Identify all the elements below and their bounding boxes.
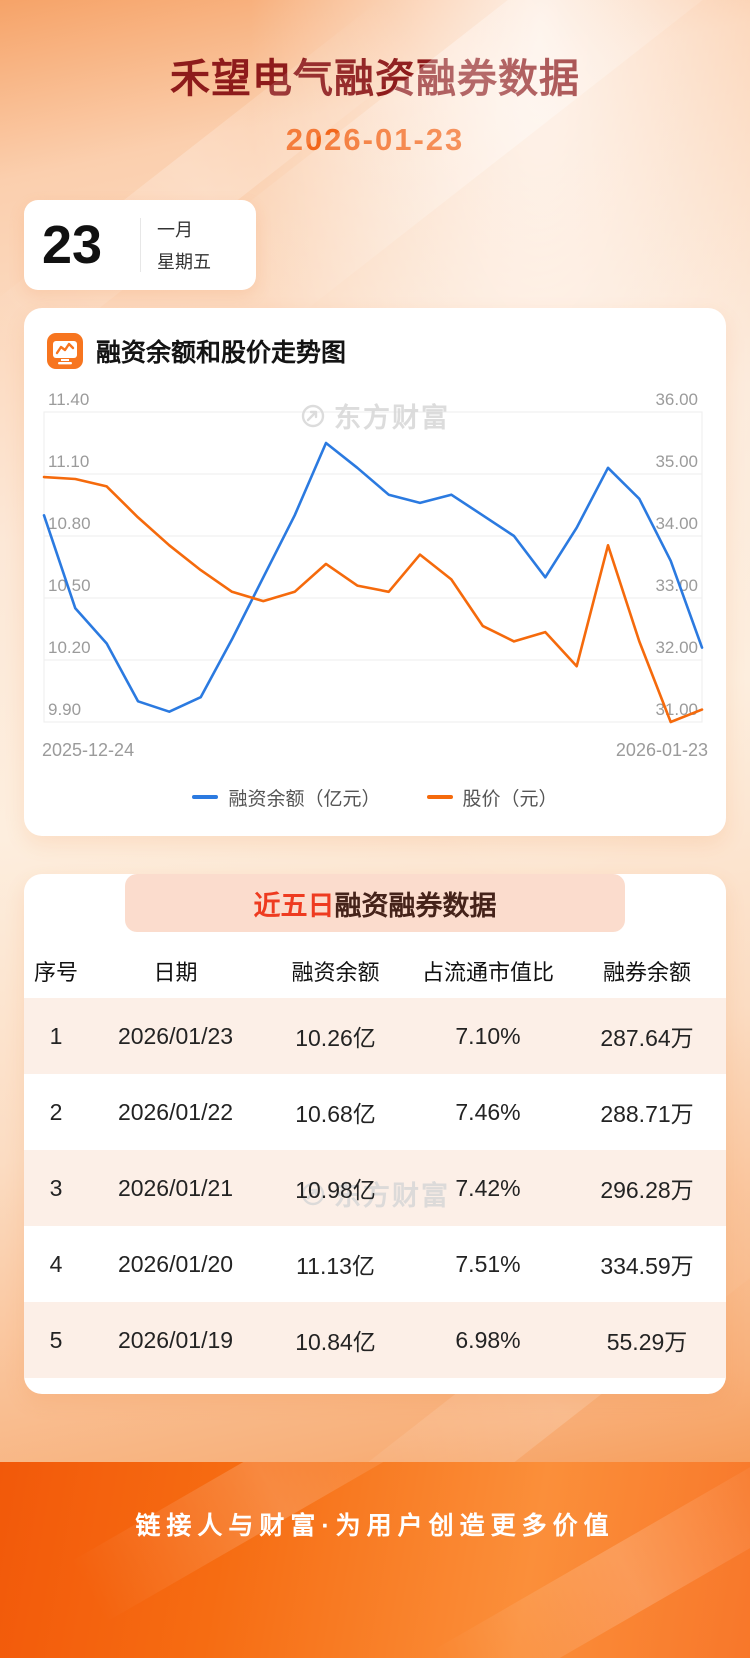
calendar-month: 一月 [157, 220, 193, 240]
table-cell: 2026/01/23 [117, 1022, 234, 1049]
svg-text:10.20: 10.20 [48, 638, 91, 657]
table-card: 近五日 融资融券数据 东方财富 序号 日期 融资余额 占流通市值比 融券余额 1 … [24, 874, 726, 1394]
legend-line-icon [192, 795, 219, 799]
column-header: 序号 [33, 960, 78, 985]
chart-legend: 融资余额（亿元） 股价（元） [40, 784, 710, 810]
table-cell: 296.28万 [600, 1177, 694, 1203]
x-axis-start-label: 2025-12-24 [42, 740, 135, 760]
svg-text:33.00: 33.00 [655, 576, 698, 595]
table-cell: 7.46% [455, 1098, 521, 1125]
svg-text:9.90: 9.90 [48, 700, 81, 719]
x-axis-end-label: 2026-01-23 [615, 740, 708, 760]
footer: 链接人与财富·为用户创造更多价值 [0, 1462, 750, 1658]
table-title-highlight: 近五日 [253, 890, 335, 921]
table-cell: 2026/01/20 [117, 1250, 234, 1277]
svg-text:32.00: 32.00 [655, 638, 698, 657]
page-title: 禾望电气融资融券数据 [170, 57, 580, 101]
table-row: 4 2026/01/20 11.13亿 7.51% 334.59万 [24, 1226, 726, 1302]
table-cell: 7.42% [455, 1174, 521, 1201]
legend-item-stock-price: 股价（元） [426, 784, 558, 811]
svg-text:36.00: 36.00 [655, 390, 698, 409]
table-cell: 10.68亿 [295, 1101, 376, 1127]
svg-text:31.00: 31.00 [655, 700, 698, 719]
table-row: 2 2026/01/22 10.68亿 7.46% 288.71万 [24, 1074, 726, 1150]
table-cell: 3 [49, 1174, 63, 1201]
column-header: 日期 [153, 960, 198, 985]
svg-text:11.40: 11.40 [48, 390, 89, 409]
page-date: 2026-01-23 [285, 122, 465, 157]
table-cell: 5 [49, 1326, 63, 1353]
chart-heading: 融资余额和股价走势图 [96, 339, 347, 367]
calendar-day: 23 [42, 215, 103, 275]
svg-text:35.00: 35.00 [655, 452, 698, 471]
legend-label: 股价（元） [462, 788, 558, 810]
table-header-row: 序号 日期 融资余额 占流通市值比 融券余额 [24, 944, 726, 998]
table-cell: 7.10% [455, 1022, 521, 1049]
table-cell: 2026/01/22 [117, 1098, 234, 1125]
table-cell: 288.71万 [600, 1101, 694, 1127]
margin-data-table: 序号 日期 融资余额 占流通市值比 融券余额 1 2026/01/23 10.2… [24, 944, 726, 1378]
table-cell: 6.98% [455, 1326, 521, 1353]
table-title-rest: 融资融券数据 [334, 890, 497, 921]
table-cell: 10.98亿 [295, 1177, 376, 1203]
chart-card: 融资余额和股价走势图 东方财富 11.40 36.00 11.10 35.00 10.8… [24, 308, 726, 836]
table-cell: 2026/01/19 [117, 1326, 234, 1353]
table-cell: 1 [49, 1022, 63, 1049]
column-header: 占流通市值比 [421, 960, 554, 985]
table-row: 1 2026/01/23 10.26亿 7.10% 287.64万 [24, 998, 726, 1074]
legend-label: 融资余额（亿元） [228, 788, 381, 810]
trend-chart: 11.40 36.00 11.10 35.00 10.80 34.00 10.50 33.00… [42, 390, 704, 724]
table-title-banner: 近五日 融资融券数据 [125, 874, 625, 932]
calendar-weekday: 星期五 [157, 252, 211, 272]
table-cell: 2 [49, 1098, 63, 1125]
column-header: 融资余额 [291, 960, 380, 985]
svg-text:34.00: 34.00 [655, 514, 698, 533]
legend-item-financing-balance: 融资余额（亿元） [192, 784, 381, 811]
table-cell: 11.13亿 [296, 1253, 375, 1279]
table-cell: 2026/01/21 [117, 1174, 234, 1201]
legend-line-icon [426, 795, 453, 799]
table-cell: 55.29万 [606, 1329, 688, 1355]
table-row: 3 2026/01/21 10.98亿 7.42% 296.28万 [24, 1150, 726, 1226]
footer-slogan: 链接人与财富·为用户创造更多价值 [135, 1512, 615, 1540]
table-cell: 334.59万 [600, 1253, 694, 1279]
table-row: 5 2026/01/19 10.84亿 6.98% 55.29万 [24, 1302, 726, 1378]
table-cell: 287.64万 [600, 1025, 694, 1051]
table-cell: 10.84亿 [295, 1329, 376, 1355]
table-cell: 10.26亿 [295, 1025, 376, 1051]
svg-text:10.50: 10.50 [48, 576, 91, 595]
column-header: 融券余额 [602, 960, 691, 985]
trend-chart-icon [46, 332, 84, 370]
svg-text:11.10: 11.10 [48, 452, 89, 471]
calendar-card: 23 一月 星期五 [24, 200, 256, 290]
footer-streak [70, 1462, 470, 1623]
table-cell: 7.51% [455, 1250, 521, 1277]
table-cell: 4 [49, 1250, 63, 1277]
footer-streak [430, 1462, 750, 1658]
svg-text:10.80: 10.80 [48, 514, 91, 533]
calendar-divider [140, 218, 141, 272]
